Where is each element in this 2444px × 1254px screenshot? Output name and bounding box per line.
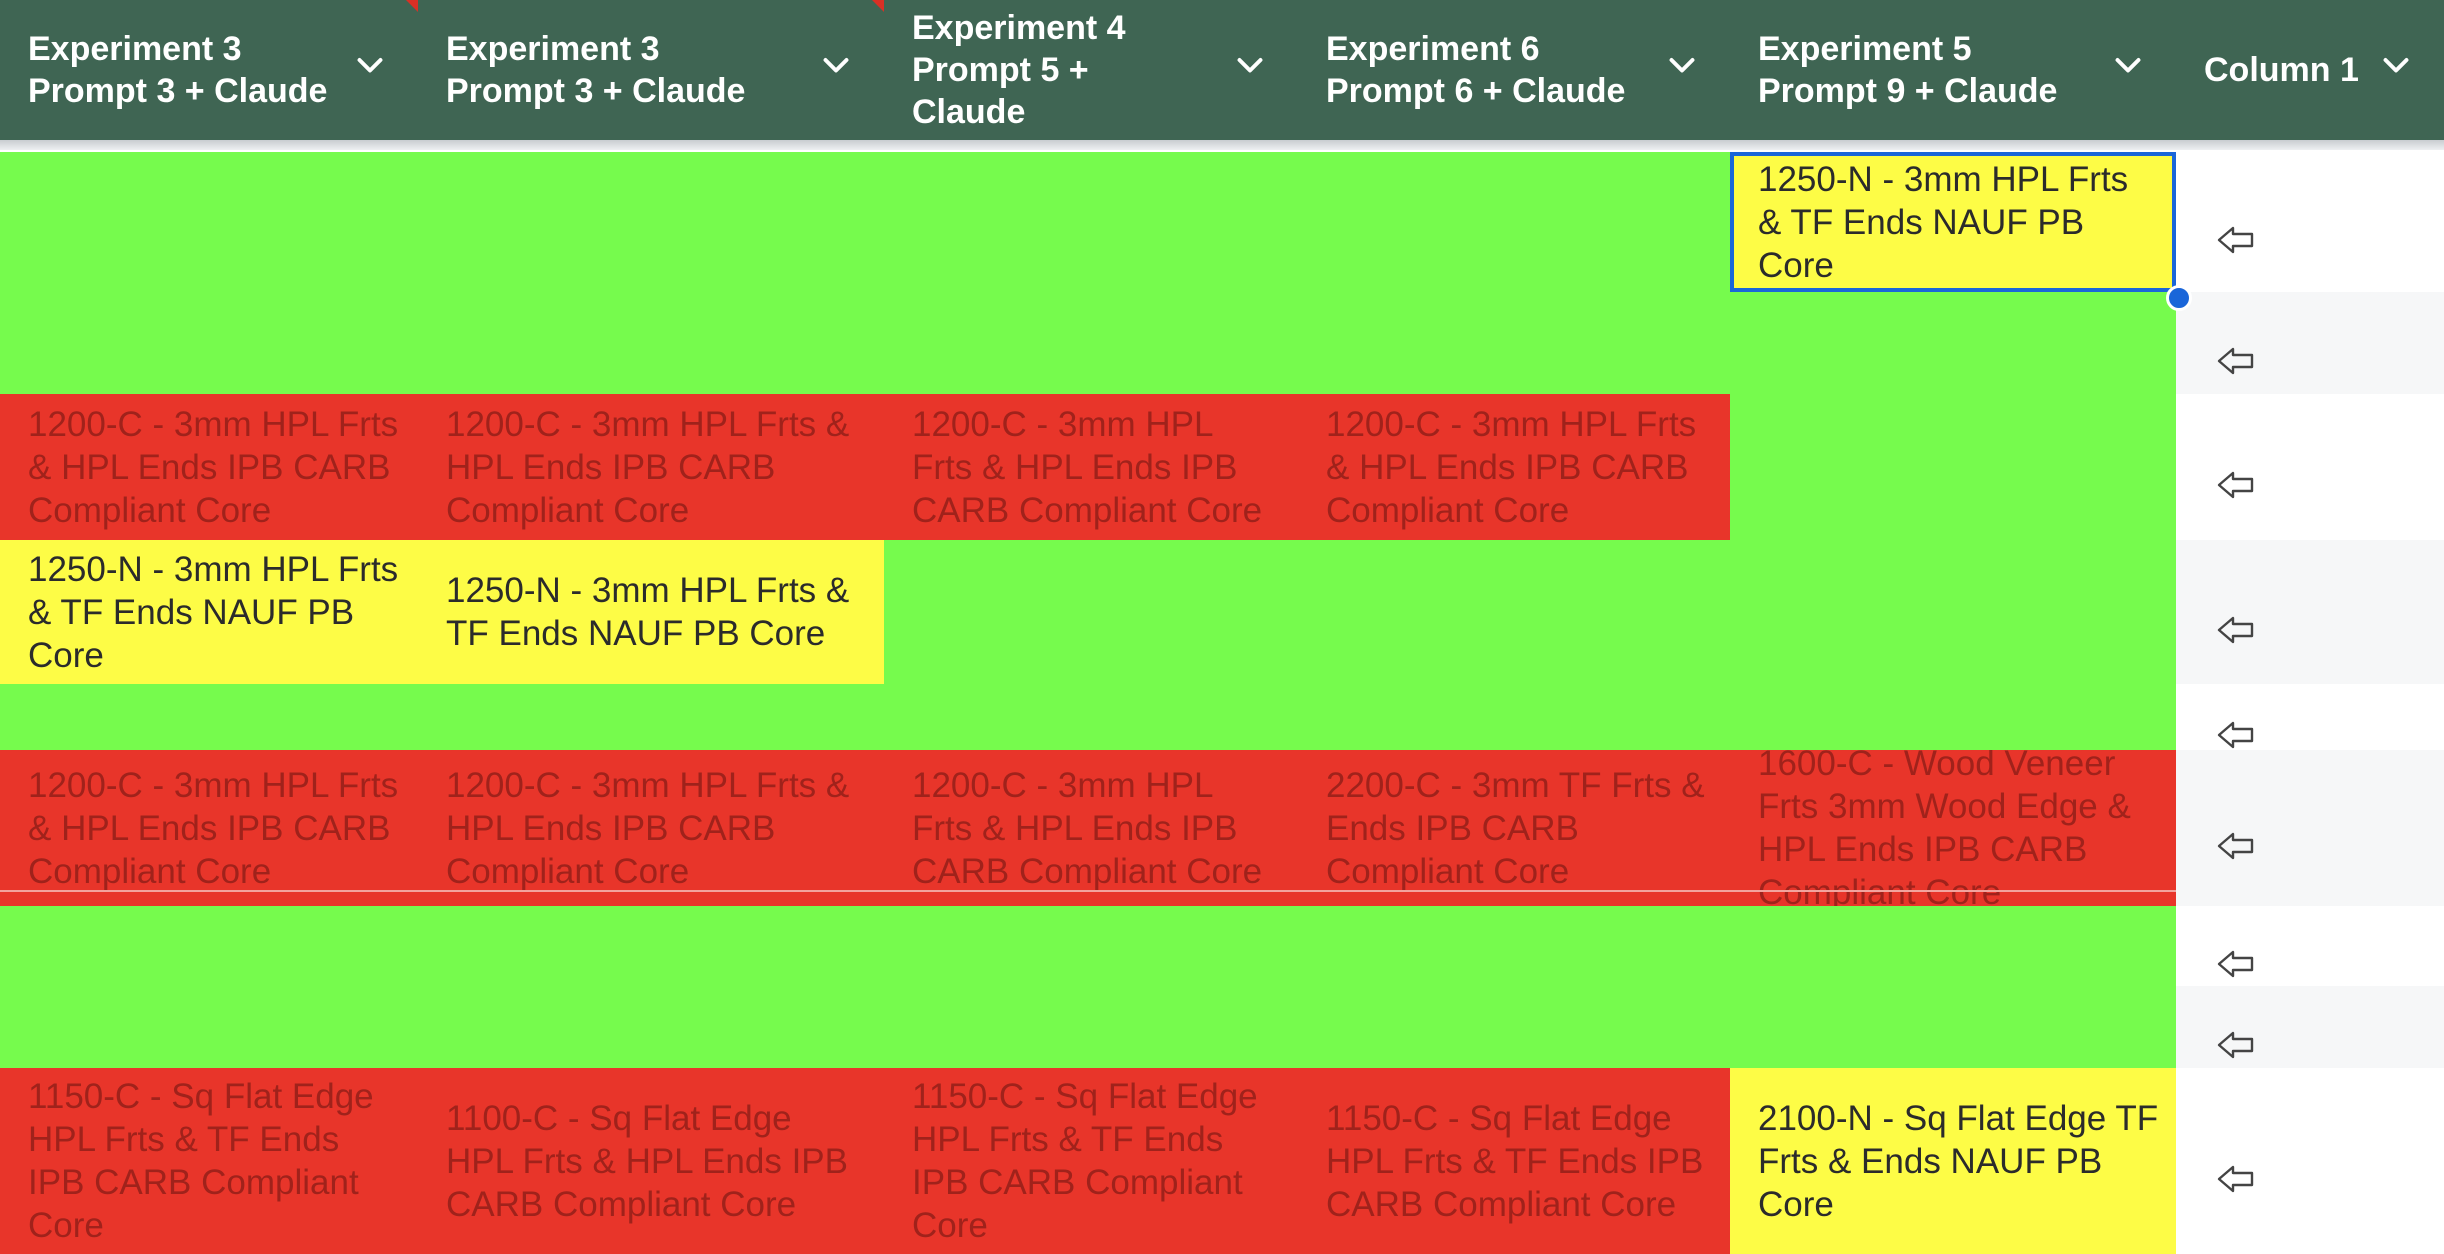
grid-cell-r8-c3[interactable] xyxy=(884,986,1298,1068)
grid-cell-r6-c5[interactable]: 1600-C - Wood Veneer Frts 3mm Wood Edge … xyxy=(1730,750,2176,906)
cell-text: 1200-C - 3mm HPL Frts & HPL Ends IPB CAR… xyxy=(912,404,1263,530)
comment-flag-icon xyxy=(872,0,884,12)
grid-cell-r9-c2[interactable]: 1100-C - Sq Flat Edge HPL Frts & HPL End… xyxy=(418,1068,884,1254)
grid-cell-r4-c5[interactable] xyxy=(1730,540,2176,684)
grid-cell-r8-c2[interactable] xyxy=(418,986,884,1068)
grid-cell-r7-c5[interactable] xyxy=(1730,906,2176,986)
grid-cell-r2-c5[interactable] xyxy=(1730,292,2176,394)
grid-cell-r9-c4[interactable]: 1150-C - Sq Flat Edge HPL Frts & TF Ends… xyxy=(1298,1068,1730,1254)
grid-cell-r2-c3[interactable] xyxy=(884,292,1298,394)
grid-cell-r2-c4[interactable] xyxy=(1298,292,1730,394)
cell-text: 1200-C - 3mm HPL Frts & HPL Ends IPB CAR… xyxy=(912,765,1263,891)
grid-cell-r7-c2[interactable] xyxy=(418,906,884,986)
column1-cell-r1[interactable] xyxy=(2176,152,2444,292)
grid-cell-r4-c4[interactable] xyxy=(1298,540,1730,684)
chevron-down-icon[interactable] xyxy=(2378,48,2414,84)
column-header-title: Experiment 3 Prompt 3 + Claude xyxy=(28,30,328,110)
grid-cell-r9-c1[interactable]: 1150-C - Sq Flat Edge HPL Frts & TF Ends… xyxy=(0,1068,418,1254)
grid-cell-r8-c1[interactable] xyxy=(0,986,418,1068)
column-header-4[interactable]: Experiment 6 Prompt 6 + Claude xyxy=(1298,0,1730,140)
cell-text: 1250-N - 3mm HPL Frts & TF Ends NAUF PB … xyxy=(28,549,399,675)
grid-cell-r7-c3[interactable] xyxy=(884,906,1298,986)
cell-text: 2200-C - 3mm TF Frts & Ends IPB CARB Com… xyxy=(1326,765,1705,891)
chevron-down-icon[interactable] xyxy=(818,48,854,84)
grid-cell-r5-c3[interactable] xyxy=(884,684,1298,750)
chevron-down-icon[interactable] xyxy=(1232,48,1268,84)
grid-cell-r1-c2[interactable] xyxy=(418,152,884,292)
grid-cell-r8-c5[interactable] xyxy=(1730,986,2176,1068)
grid-cell-r6-c2[interactable]: 1200-C - 3mm HPL Frts & HPL Ends IPB CAR… xyxy=(418,750,884,906)
grid-cell-r4-c3[interactable] xyxy=(884,540,1298,684)
grid-cell-r1-c4[interactable] xyxy=(1298,152,1730,292)
column1-cell-r4[interactable] xyxy=(2176,540,2444,684)
cell-text: 1150-C - Sq Flat Edge HPL Frts & TF Ends… xyxy=(28,1077,374,1245)
cell-text: 1600-C - Wood Veneer Frts 3mm Wood Edge … xyxy=(1758,750,2131,906)
cell-text: 1200-C - 3mm HPL Frts & HPL Ends IPB CAR… xyxy=(446,765,850,891)
grid-cell-r5-c2[interactable] xyxy=(418,684,884,750)
cell-text: 1100-C - Sq Flat Edge HPL Frts & HPL End… xyxy=(446,1098,848,1224)
grid-cell-r3-c3[interactable]: 1200-C - 3mm HPL Frts & HPL Ends IPB CAR… xyxy=(884,394,1298,540)
cell-text: 1200-C - 3mm HPL Frts & HPL Ends IPB CAR… xyxy=(446,404,850,530)
cell-text: 1150-C - Sq Flat Edge HPL Frts & TF Ends… xyxy=(1326,1098,1704,1224)
column-header-2[interactable]: Experiment 3 Prompt 3 + Claude xyxy=(418,0,884,140)
column1-cell-r5[interactable] xyxy=(2176,684,2444,750)
column1-cell-r6[interactable] xyxy=(2176,750,2444,906)
row-divider xyxy=(0,890,2176,892)
grid-cell-r9-c3[interactable]: 1150-C - Sq Flat Edge HPL Frts & TF Ends… xyxy=(884,1068,1298,1254)
column-header-6[interactable]: Column 1 xyxy=(2176,0,2444,140)
column-header-1[interactable]: Experiment 3 Prompt 3 + Claude xyxy=(0,0,418,140)
grid-cell-r3-c1[interactable]: 1200-C - 3mm HPL Frts & HPL Ends IPB CAR… xyxy=(0,394,418,540)
cell-text: 1150-C - Sq Flat Edge HPL Frts & TF Ends… xyxy=(912,1077,1258,1245)
cell-text: 1200-C - 3mm HPL Frts & HPL Ends IPB CAR… xyxy=(28,404,399,530)
grid-cell-r9-c5[interactable]: 2100-N - Sq Flat Edge TF Frts & Ends NAU… xyxy=(1730,1068,2176,1254)
column1-cell-r2[interactable] xyxy=(2176,292,2444,394)
grid-cell-r1-c3[interactable] xyxy=(884,152,1298,292)
grid-cell-r7-c1[interactable] xyxy=(0,906,418,986)
grid-cell-r4-c1[interactable]: 1250-N - 3mm HPL Frts & TF Ends NAUF PB … xyxy=(0,540,418,684)
grid-cell-r6-c3[interactable]: 1200-C - 3mm HPL Frts & HPL Ends IPB CAR… xyxy=(884,750,1298,906)
grid-cell-r4-c2[interactable]: 1250-N - 3mm HPL Frts & TF Ends NAUF PB … xyxy=(418,540,884,684)
grid-cell-r5-c5[interactable] xyxy=(1730,684,2176,750)
cell-text: 2100-N - Sq Flat Edge TF Frts & Ends NAU… xyxy=(1758,1098,2159,1224)
grid-cell-r3-c4[interactable]: 1200-C - 3mm HPL Frts & HPL Ends IPB CAR… xyxy=(1298,394,1730,540)
column-header-5[interactable]: Experiment 5 Prompt 9 + Claude xyxy=(1730,0,2176,140)
grid-cell-r2-c2[interactable] xyxy=(418,292,884,394)
cell-text: 1250-N - 3mm HPL Frts & TF Ends NAUF PB … xyxy=(1758,159,2129,285)
column-header-title: Experiment 3 Prompt 3 + Claude xyxy=(446,30,746,110)
cell-text: 1200-C - 3mm HPL Frts & HPL Ends IPB CAR… xyxy=(1326,404,1697,530)
grid-cell-r5-c1[interactable] xyxy=(0,684,418,750)
cell-text: 1250-N - 3mm HPL Frts & TF Ends NAUF PB … xyxy=(446,571,850,653)
cell-text: 1200-C - 3mm HPL Frts & HPL Ends IPB CAR… xyxy=(28,765,399,891)
column-header-title: Experiment 4 Prompt 5 + Claude xyxy=(912,9,1126,131)
chevron-down-icon[interactable] xyxy=(1664,48,1700,84)
grid-cell-r2-c1[interactable] xyxy=(0,292,418,394)
column-header-title: Experiment 6 Prompt 6 + Claude xyxy=(1326,30,1626,110)
column-header-title: Column 1 xyxy=(2204,51,2359,89)
column1-cell-r8[interactable] xyxy=(2176,986,2444,1068)
chevron-down-icon[interactable] xyxy=(352,48,388,84)
grid-cell-r6-c1[interactable]: 1200-C - 3mm HPL Frts & HPL Ends IPB CAR… xyxy=(0,750,418,906)
header-shadow xyxy=(0,140,2444,150)
comment-flag-icon xyxy=(406,0,418,12)
column1-cell-r9[interactable] xyxy=(2176,1068,2444,1254)
grid-cell-r5-c4[interactable] xyxy=(1298,684,1730,750)
grid-cell-r8-c4[interactable] xyxy=(1298,986,1730,1068)
column1-cell-r3[interactable] xyxy=(2176,394,2444,540)
selection-fill-handle[interactable] xyxy=(2166,285,2192,311)
grid-cell-r1-c1[interactable] xyxy=(0,152,418,292)
grid-cell-r1-c5[interactable]: 1250-N - 3mm HPL Frts & TF Ends NAUF PB … xyxy=(1730,152,2176,292)
grid-cell-r7-c4[interactable] xyxy=(1298,906,1730,986)
grid-cell-r6-c4[interactable]: 2200-C - 3mm TF Frts & Ends IPB CARB Com… xyxy=(1298,750,1730,906)
chevron-down-icon[interactable] xyxy=(2110,48,2146,84)
column1-cell-r7[interactable] xyxy=(2176,906,2444,986)
grid-cell-r3-c2[interactable]: 1200-C - 3mm HPL Frts & HPL Ends IPB CAR… xyxy=(418,394,884,540)
column-header-3[interactable]: Experiment 4 Prompt 5 + Claude xyxy=(884,0,1298,140)
grid-cell-r3-c5[interactable] xyxy=(1730,394,2176,540)
column-header-title: Experiment 5 Prompt 9 + Claude xyxy=(1758,30,2058,110)
column-header-row xyxy=(0,0,2444,140)
